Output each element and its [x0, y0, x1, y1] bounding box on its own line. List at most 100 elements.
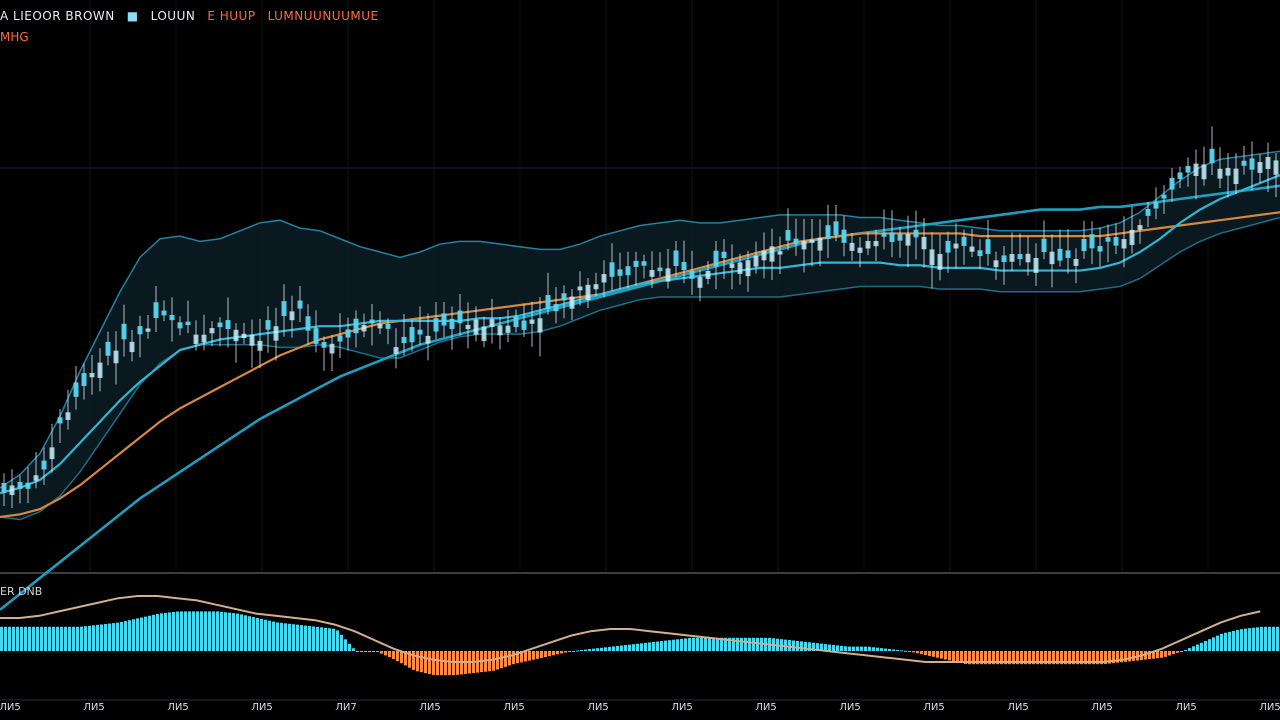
candle-body [249, 334, 255, 346]
candle-body [801, 241, 807, 250]
macd-histogram-bar [12, 626, 15, 651]
candle-body [625, 266, 631, 276]
candle-body [145, 328, 151, 332]
candle-body [361, 325, 367, 332]
macd-histogram-bar [524, 651, 527, 662]
macd-histogram-bar [104, 623, 107, 651]
macd-histogram-bar [96, 624, 99, 651]
macd-histogram-bar [972, 651, 975, 665]
macd-histogram-bar [276, 622, 279, 651]
candle-body [1121, 239, 1127, 249]
macd-histogram-bar [1020, 651, 1023, 665]
ma-long-line [0, 184, 1280, 611]
macd-histogram-bar [16, 626, 19, 651]
candle-body [473, 319, 479, 335]
macd-histogram-bar [748, 637, 751, 651]
macd-histogram-bar [220, 611, 223, 651]
macd-histogram-bar [548, 651, 551, 657]
candle-body [585, 284, 591, 301]
candle-body [1217, 168, 1223, 179]
macd-histogram-bar [952, 651, 955, 662]
macd-histogram-bar [40, 626, 43, 651]
macd-histogram-bar [1148, 651, 1151, 660]
candle-body [153, 302, 159, 319]
candle-body [873, 240, 879, 247]
macd-histogram-bar [1276, 626, 1279, 651]
macd-histogram-bar [744, 637, 747, 651]
macd-histogram-bar [1120, 651, 1123, 663]
macd-histogram-bar [48, 626, 51, 651]
x-tick-label: ЛИ5 [1007, 702, 1029, 713]
macd-histogram-bar [188, 611, 191, 651]
macd-histogram-bar [896, 649, 899, 651]
candle-body [137, 326, 143, 335]
candle-body [793, 238, 799, 245]
macd-histogram-bar [536, 651, 539, 659]
macd-histogram-bar [1252, 627, 1255, 651]
macd-histogram-bar [608, 646, 611, 651]
macd-histogram-bar [60, 626, 63, 651]
macd-histogram-bar [1180, 651, 1183, 652]
macd-histogram-bar [140, 617, 143, 651]
macd-histogram-bar [1088, 651, 1091, 665]
macd-histogram-bar [520, 651, 523, 663]
macd-histogram-bar [992, 651, 995, 665]
macd-histogram-bar [1208, 639, 1211, 651]
candle-body [65, 412, 71, 420]
candle-body [521, 320, 527, 330]
candle-body [105, 341, 111, 356]
macd-histogram-bar [300, 625, 303, 651]
candle-body [449, 318, 455, 330]
macd-histogram-bar [336, 630, 339, 651]
macd-histogram-bar [100, 624, 103, 651]
macd-histogram-bar [264, 619, 267, 651]
macd-histogram-bar [164, 612, 167, 651]
candle-body [1041, 238, 1047, 253]
macd-histogram-bar [204, 611, 207, 651]
x-tick-label: ЛИ5 [1259, 702, 1280, 713]
macd-histogram-bar [812, 642, 815, 651]
macd-histogram-bar [868, 646, 871, 651]
candle-body [817, 237, 823, 251]
macd-histogram-bar [648, 642, 651, 651]
macd-histogram-bar [720, 637, 723, 651]
candle-body [401, 336, 407, 344]
macd-histogram-bar [252, 617, 255, 651]
candle-body [1201, 164, 1207, 180]
candle-body [929, 249, 935, 266]
macd-histogram-bar [1052, 651, 1055, 665]
macd-histogram-bar [820, 643, 823, 651]
macd-histogram-bar [556, 651, 559, 655]
candle-body [169, 314, 175, 321]
macd-histogram-bar [132, 619, 135, 651]
macd-histogram-bar [1132, 651, 1135, 661]
legend-ticker: A LIEOOR BROWN [0, 9, 115, 23]
macd-histogram-bar [256, 618, 259, 651]
macd-histogram-bar [560, 651, 563, 654]
candle-body [441, 313, 447, 326]
macd-histogram-bar [448, 651, 451, 676]
candle-body [329, 343, 335, 354]
candle-body [745, 260, 751, 277]
macd-histogram-bar [208, 611, 211, 651]
candle-body [1105, 237, 1111, 242]
macd-histogram-bar [888, 649, 891, 651]
macd-histogram-bar [296, 624, 299, 651]
candle-body [1161, 194, 1167, 199]
macd-histogram-bar [540, 651, 543, 658]
macd-histogram-bar [584, 649, 587, 651]
macd-histogram-bar [856, 646, 859, 651]
macd-histogram-bar [272, 621, 275, 651]
macd-histogram-bar [580, 650, 583, 652]
macd-histogram-bar [1068, 651, 1071, 665]
x-tick-label: ЛИ5 [1091, 702, 1113, 713]
candle-body [545, 295, 551, 310]
macd-histogram-bar [816, 643, 819, 651]
macd-histogram-bar [900, 650, 903, 652]
candle-body [809, 239, 815, 243]
candle-body [617, 269, 623, 276]
macd-histogram-bar [800, 641, 803, 651]
macd-histogram-bar [352, 648, 355, 651]
x-tick-label: ЛИ5 [1175, 702, 1197, 713]
